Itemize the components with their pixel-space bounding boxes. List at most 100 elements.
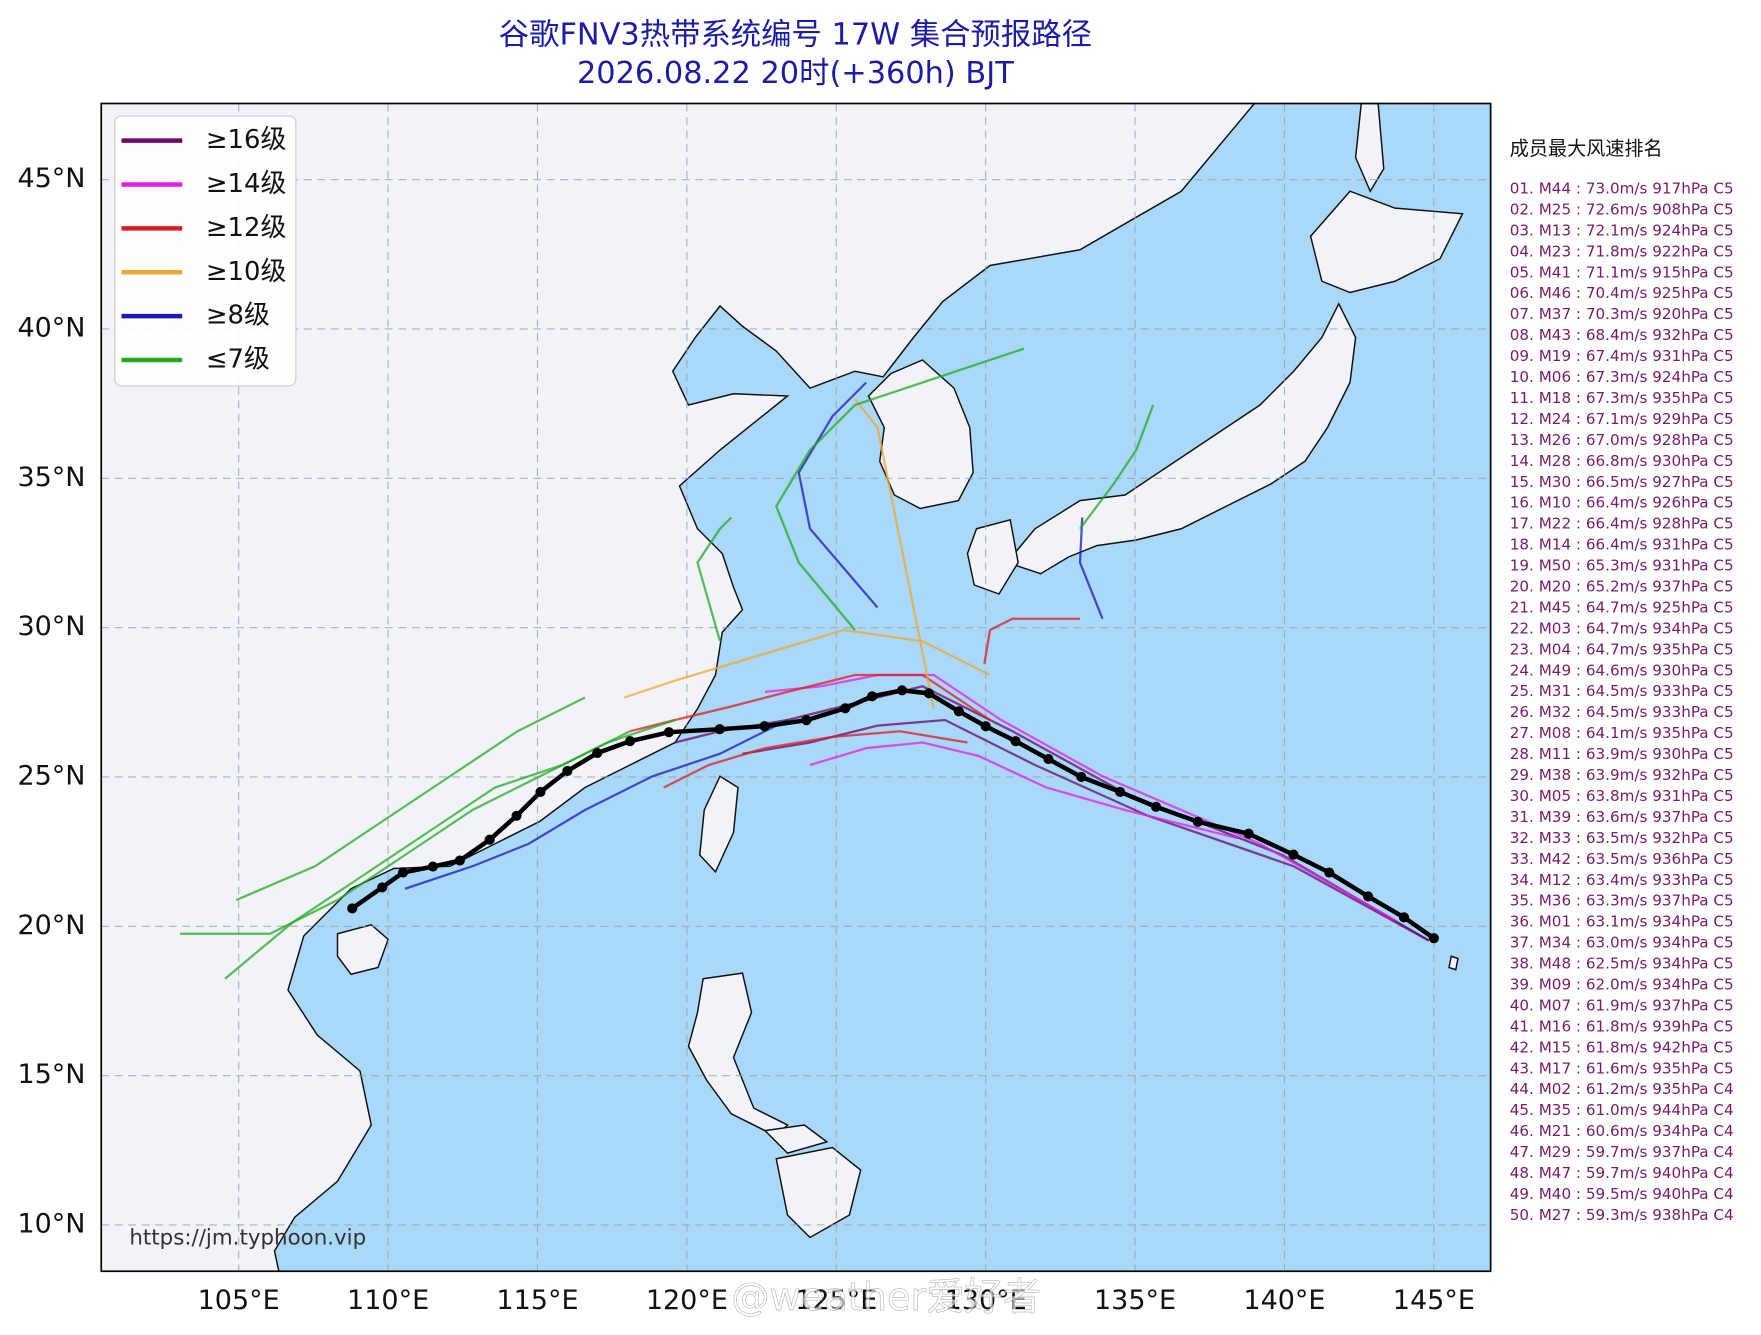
legend-label: ≤7级 — [206, 345, 270, 375]
mean-track-point — [953, 706, 964, 717]
y-tick-label: 45°N — [17, 163, 85, 194]
ranking-item: 41. M16 : 61.8m/s 939hPa C5 — [1510, 1017, 1734, 1035]
ranking-item: 23. M04 : 64.7m/s 935hPa C5 — [1510, 640, 1734, 658]
mean-track-point — [867, 691, 878, 702]
ranking-list: 01. M44 : 73.0m/s 917hPa C5 02. M25 : 72.… — [1510, 180, 1734, 1224]
x-tick-label: 120°E — [646, 1285, 728, 1316]
ranking-item: 46. M21 : 60.6m/s 934hPa C4 — [1510, 1122, 1734, 1140]
y-tick-label: 40°N — [17, 312, 85, 343]
ranking-item: 37. M34 : 63.0m/s 934hPa C5 — [1510, 934, 1734, 952]
ranking-item: 02. M25 : 72.6m/s 908hPa C5 — [1510, 200, 1734, 218]
ranking-item: 25. M31 : 64.5m/s 933hPa C5 — [1510, 682, 1734, 700]
ranking-item: 32. M33 : 63.5m/s 932hPa C5 — [1510, 829, 1734, 847]
x-tick-label: 125°E — [795, 1285, 877, 1316]
x-tick-label: 135°E — [1094, 1285, 1176, 1316]
title: 谷歌FNV3热带系统编号 17W 集合预报路径 — [499, 18, 1092, 53]
x-tick-label: 130°E — [945, 1285, 1027, 1316]
mean-track-point — [1243, 828, 1254, 839]
ranking-item: 07. M37 : 70.3m/s 920hPa C5 — [1510, 305, 1734, 323]
ranking-item: 28. M11 : 63.9m/s 930hPa C5 — [1510, 745, 1734, 763]
member-tracks — [180, 347, 1430, 980]
japan-kyushu — [966, 518, 1019, 595]
mean-track-point — [1150, 801, 1162, 812]
ranking-item: 01. M44 : 73.0m/s 917hPa C5 — [1510, 180, 1734, 198]
ranking-item: 12. M24 : 67.1m/s 929hPa C5 — [1510, 410, 1734, 428]
ranking-item: 50. M27 : 59.3m/s 938hPa C4 — [1510, 1206, 1734, 1224]
ranking-item: 06. M46 : 70.4m/s 925hPa C5 — [1510, 284, 1734, 302]
japan-honshu — [1005, 302, 1357, 575]
ranking-item: 13. M26 : 67.0m/s 928hPa C5 — [1510, 431, 1734, 449]
mean-track-point — [484, 834, 495, 845]
mean-track-point — [1115, 786, 1126, 797]
mean-track-point — [663, 727, 675, 738]
x-tick-label: 115°E — [496, 1285, 578, 1316]
ranking-title: 成员最大风速排名 — [1510, 137, 1663, 160]
mean-track-point — [1428, 933, 1439, 944]
ranking-item: 48. M47 : 59.7m/s 940hPa C4 — [1510, 1164, 1734, 1182]
visayas — [763, 1124, 829, 1154]
ranking-item: 11. M18 : 67.3m/s 935hPa C5 — [1510, 389, 1734, 407]
legend-label: ≥10级 — [206, 257, 286, 287]
ranking-item: 16. M10 : 66.4m/s 926hPa C5 — [1510, 494, 1734, 512]
legend-label: ≥14级 — [206, 169, 286, 199]
ranking-item: 36. M01 : 63.1m/s 934hPa C5 — [1510, 913, 1734, 931]
mean-track-point — [427, 861, 438, 872]
hainan — [336, 923, 389, 976]
watermark: @weather爱好者 — [731, 1275, 1041, 1320]
map-root: 谷歌FNV3热带系统编号 17W 集合预报路径 2026.08.22 20时(+… — [17, 18, 1734, 1321]
ranking-item: 30. M05 : 63.8m/s 931hPa C5 — [1510, 787, 1734, 805]
source-url: https://jm.typhoon.vip — [129, 1226, 366, 1251]
mean-track-point — [454, 855, 465, 866]
y-tick-label: 35°N — [17, 462, 85, 493]
x-tick-label: 145°E — [1393, 1285, 1475, 1316]
ranking-item: 35. M36 : 63.3m/s 937hPa C5 — [1510, 892, 1734, 910]
ranking-item: 15. M30 : 66.5m/s 927hPa C5 — [1510, 473, 1734, 491]
mean-track-point — [714, 724, 725, 735]
ranking-item: 19. M50 : 65.3m/s 931hPa C5 — [1510, 557, 1734, 575]
ranking-item: 33. M42 : 63.5m/s 936hPa C5 — [1510, 850, 1734, 868]
ranking-item: 17. M22 : 66.4m/s 928hPa C5 — [1510, 515, 1734, 533]
y-tick-label: 15°N — [17, 1059, 85, 1090]
ranking-item: 47. M29 : 59.7m/s 937hPa C4 — [1510, 1143, 1734, 1161]
mean-track-point — [625, 736, 636, 747]
ranking-item: 18. M14 : 66.4m/s 931hPa C5 — [1510, 536, 1734, 554]
guam — [1448, 955, 1459, 971]
ranking-item: 31. M39 : 63.6m/s 937hPa C5 — [1510, 808, 1734, 826]
mean-track-point — [1043, 753, 1054, 765]
korea — [867, 359, 974, 510]
ranking-item: 05. M41 : 71.1m/s 915hPa C5 — [1510, 263, 1734, 281]
x-tick-label: 110°E — [347, 1285, 429, 1316]
y-tick-label: 10°N — [17, 1208, 85, 1239]
mean-track-point — [377, 882, 388, 893]
mean-track-point — [592, 748, 603, 759]
axis-ticks: 105°E 110°E 115°E 120°E 125°E 130°E 135°E 140°E… — [17, 163, 1474, 1316]
mean-track-point — [535, 786, 546, 797]
mean-track-point — [1010, 736, 1021, 747]
ranking-item: 24. M49 : 64.6m/s 930hPa C5 — [1510, 661, 1734, 679]
x-tick-label: 140°E — [1243, 1285, 1325, 1316]
mean-track-point — [1288, 849, 1299, 860]
ranking-item: 22. M03 : 64.7m/s 934hPa C5 — [1510, 619, 1734, 637]
plot-frame — [100, 102, 1492, 1273]
mean-track-point — [1398, 912, 1410, 923]
mean-track-point — [801, 715, 812, 726]
x-tick-label: 105°E — [198, 1285, 280, 1316]
ranking-item: 14. M28 : 66.8m/s 930hPa C5 — [1510, 452, 1734, 470]
ranking-item: 03. M13 : 72.1m/s 924hPa C5 — [1510, 221, 1734, 239]
ranking-item: 27. M08 : 64.1m/s 935hPa C5 — [1510, 724, 1734, 742]
ranking-item: 34. M12 : 63.4m/s 933hPa C5 — [1510, 871, 1734, 889]
mean-track-point — [923, 688, 934, 699]
legend: ≥16级 ≥14级 ≥12级 ≥10级 ≥8级 ≤7级 — [114, 115, 297, 387]
ranking-item: 26. M32 : 64.5m/s 933hPa C5 — [1510, 703, 1734, 721]
y-tick-label: 25°N — [17, 760, 85, 791]
mean-track-point — [1324, 867, 1335, 878]
ranking-item: 04. M23 : 71.8m/s 922hPa C5 — [1510, 242, 1734, 260]
legend-label: ≥16级 — [206, 125, 286, 155]
ranking-item: 49. M40 : 59.5m/s 940hPa C4 — [1510, 1185, 1734, 1203]
subtitle: 2026.08.22 20时(+360h) BJT — [577, 56, 1014, 91]
y-tick-label: 30°N — [17, 611, 85, 642]
mainland — [101, 103, 1256, 1272]
mean-track-point — [347, 903, 358, 914]
ranking-item: 20. M20 : 65.2m/s 937hPa C5 — [1510, 578, 1734, 596]
ranking-item: 44. M02 : 61.2m/s 935hPa C4 — [1510, 1080, 1734, 1098]
